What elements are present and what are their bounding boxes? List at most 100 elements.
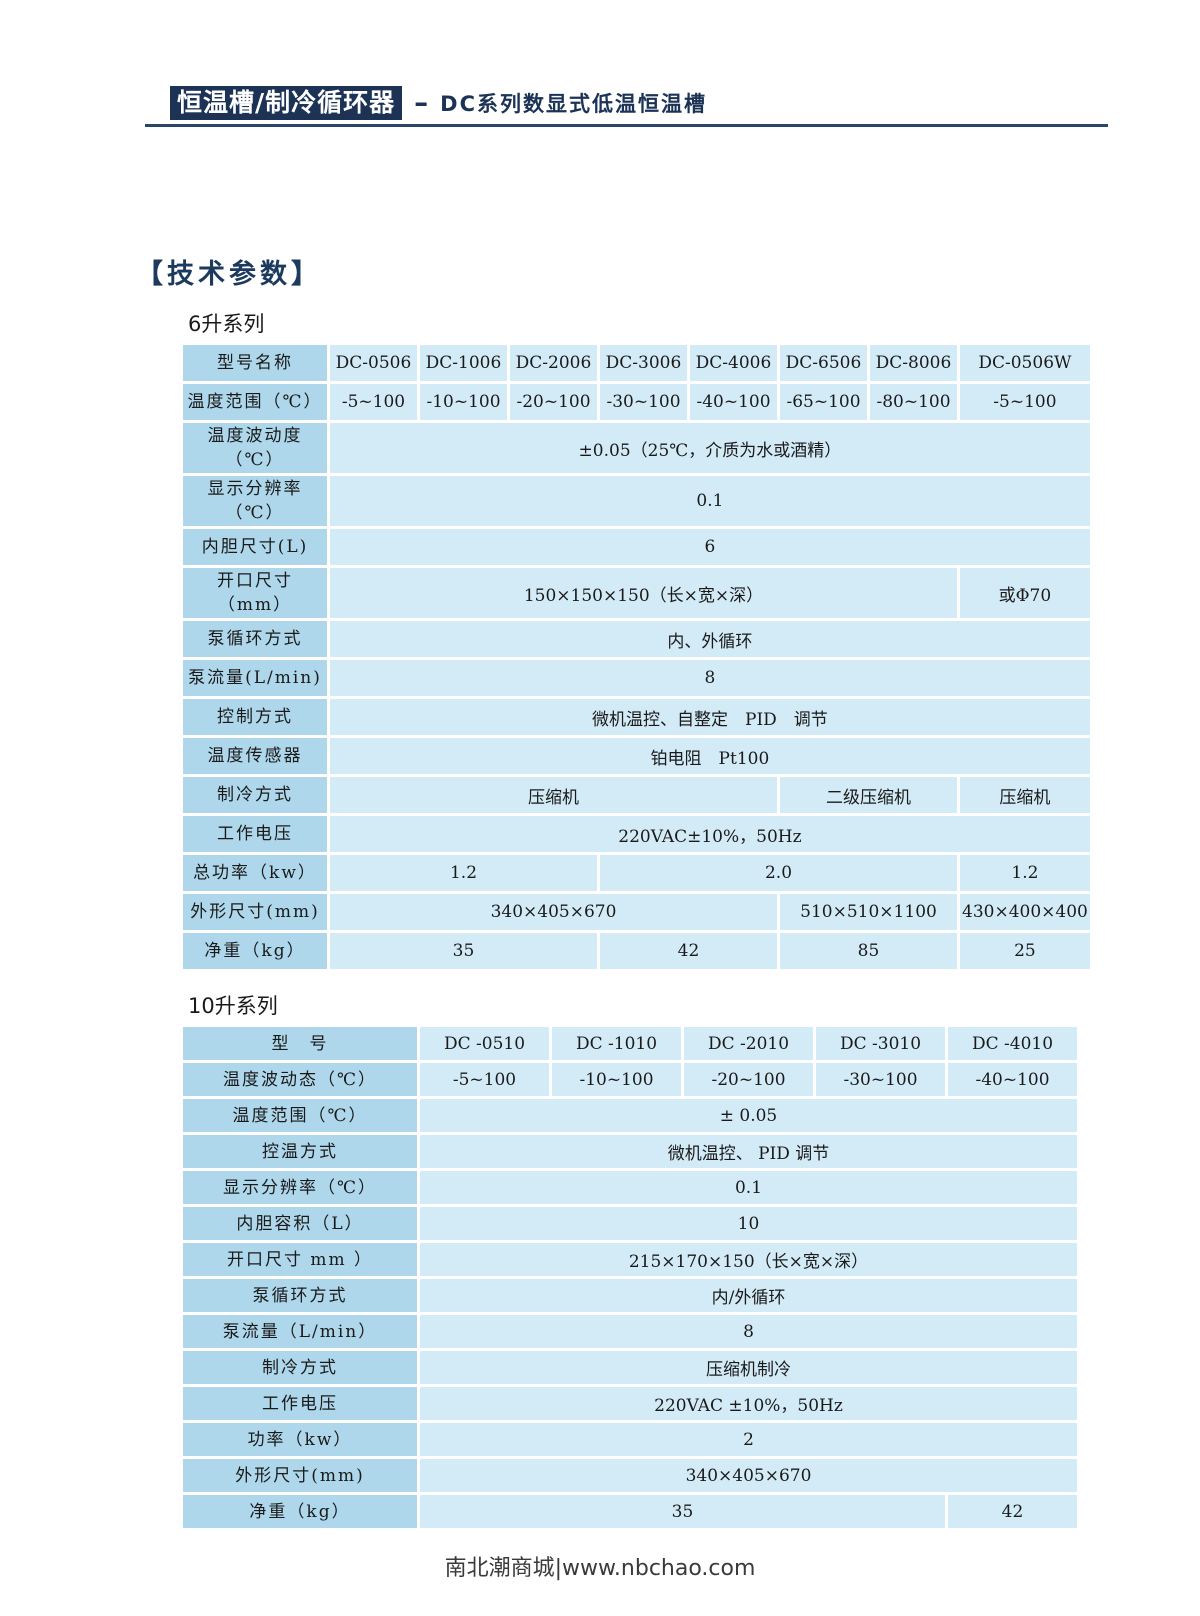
cell-value: -5~100 — [960, 384, 1090, 420]
cell-value: 340×405×670 — [420, 1459, 1077, 1492]
cell-value: ±0.05（25℃，介质为水或酒精） — [330, 423, 1090, 473]
cell-value: DC -0510 — [420, 1027, 549, 1060]
row-label: 型 号 — [183, 1027, 417, 1060]
row-label: 温度范围（℃） — [183, 1099, 417, 1132]
page-header: 恒温槽/制冷循环器 – DC系列数显式低温恒温槽 — [170, 86, 707, 120]
row-label: 温度传感器 — [183, 738, 327, 774]
cell-value: -80~100 — [870, 384, 957, 420]
row-label: 工作电压 — [183, 1387, 417, 1420]
cell-value: 微机温控、自整定 PID 调节 — [330, 699, 1090, 735]
cell-value: 1.2 — [960, 855, 1090, 891]
header-subtitle: DC系列数显式低温恒温槽 — [440, 92, 707, 116]
cell-value: DC-0506 — [330, 345, 417, 381]
row-label: 温度范围（℃） — [183, 384, 327, 420]
cell-value: 二级压缩机 — [780, 777, 957, 813]
cell-value: -30~100 — [816, 1063, 945, 1096]
spec-table-6l: 型号名称 DC-0506 DC-1006 DC-2006 DC-3006 DC-4006 D… — [180, 342, 1093, 972]
table-row: 型号名称 DC-0506 DC-1006 DC-2006 DC-3006 DC-4006 D… — [183, 345, 1090, 381]
cell-value: 10 — [420, 1207, 1077, 1240]
cell-value: -30~100 — [600, 384, 687, 420]
cell-value: 430×400×400 — [960, 894, 1090, 930]
table-row: 泵循环方式 内/外循环 — [183, 1279, 1077, 1312]
cell-value: 2 — [420, 1423, 1077, 1456]
table-row: 显示分辨率 （℃） 0.1 — [183, 476, 1090, 526]
row-label: 净重（kg） — [183, 933, 327, 969]
table-row: 功率（kw） 2 — [183, 1423, 1077, 1456]
cell-value: -5~100 — [420, 1063, 549, 1096]
row-label: 泵循环方式 — [183, 1279, 417, 1312]
table-row: 泵流量（L/min） 8 — [183, 1315, 1077, 1348]
row-label: 功率（kw） — [183, 1423, 417, 1456]
cell-value: 340×405×670 — [330, 894, 777, 930]
cell-value: 压缩机 — [960, 777, 1090, 813]
row-label: 开口尺寸 mm ） — [183, 1243, 417, 1276]
cell-value: 35 — [420, 1495, 945, 1528]
cell-value: DC-1006 — [420, 345, 507, 381]
row-label: 制冷方式 — [183, 1351, 417, 1384]
row-label: 开口尺寸（mm） — [183, 568, 327, 618]
cell-value: -20~100 — [684, 1063, 813, 1096]
cell-value: DC-3006 — [600, 345, 687, 381]
cell-value: -40~100 — [948, 1063, 1077, 1096]
cell-value: -10~100 — [552, 1063, 681, 1096]
table-row: 泵流量(L/min) 8 — [183, 660, 1090, 696]
cell-value: DC-4006 — [690, 345, 777, 381]
cell-value: DC-6506 — [780, 345, 867, 381]
cell-value: 220VAC ±10%，50Hz — [420, 1387, 1077, 1420]
cell-value: 85 — [780, 933, 957, 969]
table-row: 开口尺寸 mm ） 215×170×150（长×宽×深） — [183, 1243, 1077, 1276]
table-row: 泵循环方式 内、外循环 — [183, 621, 1090, 657]
cell-value: 8 — [330, 660, 1090, 696]
cell-value: DC -3010 — [816, 1027, 945, 1060]
row-label: 内胆尺寸(L) — [183, 529, 327, 565]
cell-value: -10~100 — [420, 384, 507, 420]
section-title: 【技术参数】 — [136, 259, 322, 290]
cell-value: 内、外循环 — [330, 621, 1090, 657]
table-row: 内胆容积（L） 10 — [183, 1207, 1077, 1240]
footer-text: 南北潮商城|www.nbchao.com — [444, 1556, 756, 1581]
table-row: 制冷方式 压缩机 二级压缩机 压缩机 — [183, 777, 1090, 813]
row-label: 型号名称 — [183, 345, 327, 381]
cell-value: -65~100 — [780, 384, 867, 420]
table-row: 型 号 DC -0510 DC -1010 DC -2010 DC -3010 DC -4… — [183, 1027, 1077, 1060]
cell-value: 1.2 — [330, 855, 597, 891]
cell-value: 压缩机 — [330, 777, 777, 813]
cell-value: -5~100 — [330, 384, 417, 420]
row-label: 内胆容积（L） — [183, 1207, 417, 1240]
cell-value: 42 — [948, 1495, 1077, 1528]
cell-value: -40~100 — [690, 384, 777, 420]
table-row: 总功率（kw） 1.2 2.0 1.2 — [183, 855, 1090, 891]
table-row: 净重（kg） 35 42 85 25 — [183, 933, 1090, 969]
spec-table-10l: 型 号 DC -0510 DC -1010 DC -2010 DC -3010 DC -4… — [180, 1024, 1080, 1531]
table-row: 工作电压 220VAC ±10%，50Hz — [183, 1387, 1077, 1420]
table-row: 温度范围（℃） -5~100 -10~100 -20~100 -30~100 -40~10… — [183, 384, 1090, 420]
table-row: 温度范围（℃） ± 0.05 — [183, 1099, 1077, 1132]
cell-value: 或Φ70 — [960, 568, 1090, 618]
row-label: 显示分辨率 （℃） — [183, 476, 327, 526]
table-row: 控制方式 微机温控、自整定 PID 调节 — [183, 699, 1090, 735]
row-label: 外形尺寸(mm) — [183, 1459, 417, 1492]
cell-value: 25 — [960, 933, 1090, 969]
cell-value: DC-2006 — [510, 345, 597, 381]
header-banner: 恒温槽/制冷循环器 — [170, 86, 403, 120]
cell-value: 0.1 — [420, 1171, 1077, 1204]
cell-value: DC-0506W — [960, 345, 1090, 381]
cell-value: 150×150×150（长×宽×深） — [330, 568, 957, 618]
table-6l-label: 6升系列 — [188, 312, 265, 336]
cell-value: 2.0 — [600, 855, 957, 891]
row-label: 净重（kg） — [183, 1495, 417, 1528]
table-row: 内胆尺寸(L) 6 — [183, 529, 1090, 565]
table-row: 显示分辨率（℃） 0.1 — [183, 1171, 1077, 1204]
cell-value: 压缩机制冷 — [420, 1351, 1077, 1384]
row-label: 泵流量（L/min） — [183, 1315, 417, 1348]
cell-value: 0.1 — [330, 476, 1090, 526]
header-dash-icon: – — [414, 86, 429, 119]
cell-value: 35 — [330, 933, 597, 969]
table-row: 温度波动态（℃） -5~100 -10~100 -20~100 -30~100 -40~1… — [183, 1063, 1077, 1096]
cell-value: ± 0.05 — [420, 1099, 1077, 1132]
cell-value: DC -4010 — [948, 1027, 1077, 1060]
table-row: 制冷方式 压缩机制冷 — [183, 1351, 1077, 1384]
table-row: 工作电压 220VAC±10%，50Hz — [183, 816, 1090, 852]
cell-value: 8 — [420, 1315, 1077, 1348]
cell-value: DC -1010 — [552, 1027, 681, 1060]
